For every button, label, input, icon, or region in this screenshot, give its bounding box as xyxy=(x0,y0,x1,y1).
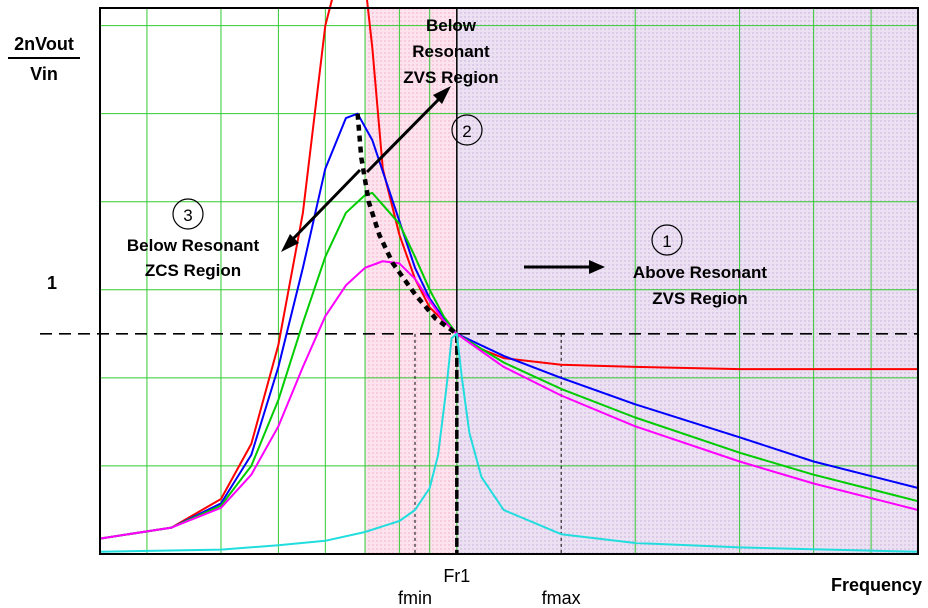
region-2-badge xyxy=(451,114,483,146)
region-2-line-3: ZVS Region xyxy=(403,68,498,87)
region-1-line-2: ZVS Region xyxy=(652,289,747,308)
region-2-number: 2 xyxy=(462,122,471,141)
region-shade-below_zvs xyxy=(365,8,457,554)
arrow-to-below-zvs xyxy=(365,94,444,174)
region-1-number: 1 xyxy=(662,232,671,251)
x-tick-fr1: Fr1 xyxy=(443,566,470,586)
x-tick-fmax: fmax xyxy=(542,588,581,608)
series-line-3 xyxy=(99,191,919,540)
region-3-badge xyxy=(172,198,204,230)
series-line-4 xyxy=(99,260,919,540)
plot-frame xyxy=(99,7,919,555)
arrow-to-above-zvs-head xyxy=(589,260,605,274)
region-3-line-2: ZCS Region xyxy=(145,261,241,280)
series-line-2 xyxy=(99,112,919,540)
y-axis-label-bottom: Vin xyxy=(30,64,58,84)
y-tick-one: 1 xyxy=(47,273,57,293)
arrow-to-below-zvs-head xyxy=(433,86,451,104)
y-axis-label-top: 2nVout xyxy=(14,34,74,54)
region-1-line-1: Above Resonant xyxy=(633,263,767,282)
x-tick-fmin: fmin xyxy=(398,588,432,608)
series-line-5 xyxy=(99,332,919,553)
region-3-number: 3 xyxy=(183,206,192,225)
region-shade-above xyxy=(456,8,918,554)
arrow-to-below-zcs xyxy=(288,168,362,244)
region-2-line-2: Resonant xyxy=(412,42,490,61)
region-3-line-1: Below Resonant xyxy=(127,236,260,255)
region-2-line-1: Below xyxy=(426,16,477,35)
region-1-badge xyxy=(651,224,683,256)
arrow-to-below-zcs-head xyxy=(281,234,299,252)
x-axis-label: Frequency xyxy=(831,575,922,595)
